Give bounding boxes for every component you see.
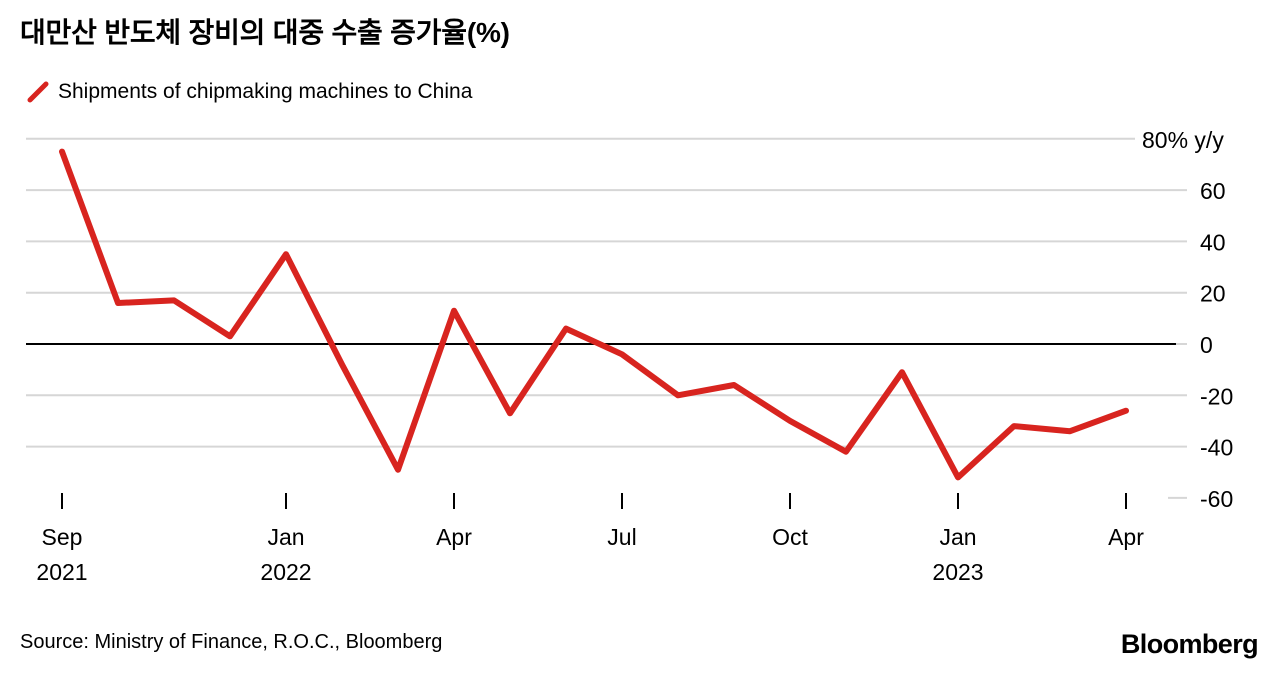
source-note: Source: Ministry of Finance, R.O.C., Blo…	[20, 631, 443, 653]
y-axis-label: -20	[1200, 383, 1233, 409]
x-axis-month-label: Oct	[772, 524, 808, 550]
x-axis-month-label: Apr	[436, 524, 472, 550]
y-axis-label: 40	[1200, 229, 1226, 255]
legend: Shipments of chipmaking machines to Chin…	[27, 80, 472, 104]
bloomberg-logo: Bloomberg	[1120, 629, 1259, 659]
y-axis-label: 80% y/y	[1142, 127, 1224, 153]
x-axis-month-label: Jan	[267, 524, 304, 550]
x-axis-month-label: Sep	[42, 524, 83, 550]
y-axis-label: 0	[1200, 332, 1213, 358]
x-axis-month-label: Jan	[939, 524, 976, 550]
x-axis-month-label: Apr	[1108, 524, 1144, 550]
legend-label: Shipments of chipmaking machines to Chin…	[58, 80, 473, 103]
y-axis-label: -60	[1200, 486, 1233, 512]
y-axis-label: -40	[1200, 435, 1233, 461]
x-axis-year-label: 2022	[260, 559, 311, 585]
legend-line-icon	[27, 81, 49, 103]
data-line-series	[59, 148, 1129, 481]
chart-title: 대만산 반도체 장비의 대중 수출 증가율(%)	[20, 17, 510, 48]
y-axis-label: 20	[1200, 281, 1226, 307]
x-axis-month-label: Jul	[607, 524, 636, 550]
x-axis-year-label: 2023	[932, 559, 983, 585]
y-axis-label: 60	[1200, 178, 1226, 204]
x-axis-year-label: 2021	[36, 559, 87, 585]
